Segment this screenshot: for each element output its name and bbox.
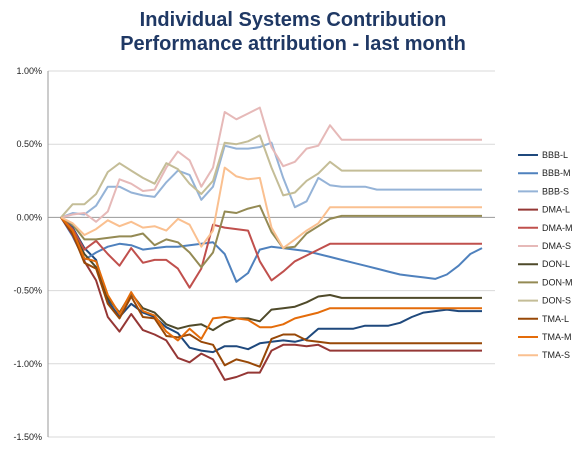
series-line-bbb-m — [60, 216, 483, 283]
y-tick-label: 1.00% — [16, 66, 42, 76]
legend-label-bbb-s: BBB-S — [542, 186, 569, 196]
legend-label-don-s: DON-S — [542, 296, 571, 306]
series-line-bbb-s — [60, 141, 482, 219]
y-tick-label: 0.00% — [16, 212, 42, 222]
series-line-dma-m — [60, 216, 482, 289]
series-line-don-s — [60, 134, 482, 219]
legend-label-dma-l: DMA-L — [542, 205, 570, 215]
y-tick-label: -1.50% — [13, 432, 42, 442]
legend-label-bbb-l: BBB-L — [542, 150, 568, 160]
series-line-don-m — [60, 204, 482, 269]
y-tick-label: 0.50% — [16, 139, 42, 149]
legend-label-don-m: DON-M — [542, 277, 573, 287]
series-line-bbb-l — [60, 216, 482, 354]
series-line-dma-s — [60, 106, 482, 223]
series-line-tma-s — [60, 166, 482, 250]
legend-label-dma-s: DMA-S — [542, 241, 571, 251]
chart-title: Individual Systems Contribution Performa… — [0, 8, 586, 56]
y-tick-label: -1.00% — [13, 359, 42, 369]
legend-label-bbb-m: BBB-M — [542, 168, 571, 178]
title-line: Individual Systems Contribution — [139, 9, 447, 31]
legend-label-don-l: DON-L — [542, 259, 570, 269]
series-line-tma-m — [60, 216, 482, 342]
legend-label-tma-l: TMA-L — [542, 314, 569, 324]
series-line-dma-l — [60, 216, 482, 381]
legend-label-dma-m: DMA-M — [542, 223, 573, 233]
legend-label-tma-s: TMA-S — [542, 350, 570, 360]
series-line-tma-l — [60, 216, 482, 368]
legend-label-tma-m: TMA-M — [542, 332, 572, 342]
y-tick-label: -0.50% — [13, 286, 42, 296]
subtitle-line: Performance attribution - last month — [120, 33, 466, 55]
